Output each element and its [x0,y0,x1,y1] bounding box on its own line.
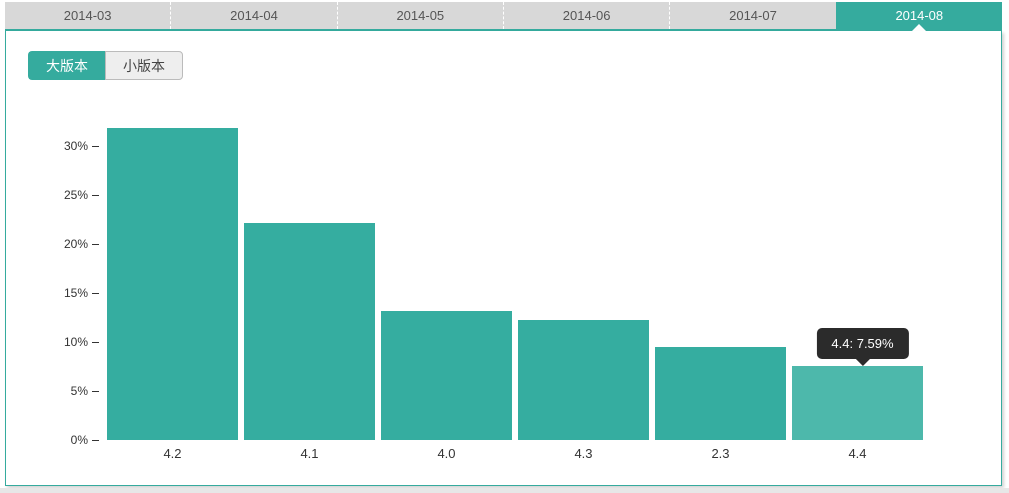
bar-group-2.3: 2.3 [655,346,786,461]
tooltip-arrow-icon [855,358,870,366]
y-axis-tick-label: 10% [63,335,88,349]
tick-mark [92,194,99,196]
tab-2014-08[interactable]: 2014-08 [835,2,1002,31]
bar-group-4.0: 4.0 [381,310,512,461]
bar-4.1[interactable] [244,223,375,440]
y-axis-tick-label: 25% [63,188,88,202]
bar-chart: 0% 5% 10% 15% 20% 25% 30% 4.2 4.1 4.0 4.3 2.3 4.4 4… [6,31,1001,485]
y-axis-tick: 20% [6,237,99,251]
y-axis-tick-label: 15% [63,286,88,300]
x-axis-label: 2.3 [711,446,730,461]
bar-group-4.1: 4.1 [244,223,375,461]
bar-4.0[interactable] [381,310,512,440]
y-axis-tick-label: 20% [63,237,88,251]
y-axis-tick: 10% [6,335,99,349]
tick-mark [92,243,99,245]
chart-widget: 2014-03 2014-04 2014-05 2014-06 2014-07 2014-… [5,2,1002,486]
y-axis-tick: 15% [6,286,99,300]
tab-2014-03[interactable]: 2014-03 [63,8,112,23]
bar-2.3[interactable] [655,346,786,440]
bar-4.2[interactable] [107,128,238,440]
toggle-button-minor-version[interactable]: 小版本 [105,51,183,80]
x-axis-label: 4.3 [574,446,593,461]
y-axis-tick-label: 30% [63,139,88,153]
tab-2014-05[interactable]: 2014-05 [336,2,503,29]
bar-group-4.2: 4.2 [107,128,238,461]
page-bottom-strip [0,488,1009,493]
toggle-button-major-version[interactable]: 大版本 [28,51,105,80]
version-toggle-group: 大版本 小版本 [28,51,183,80]
tooltip-text: 4.4: 7.59% [831,335,894,351]
hover-tooltip: 4.4: 7.59% [816,327,909,366]
tick-mark [92,439,99,441]
x-axis-label: 4.2 [163,446,182,461]
y-axis-tick-label: 0% [70,433,88,447]
y-axis-tick: 30% [6,139,99,153]
tick-mark [92,292,99,294]
x-axis-label: 4.4 [848,446,867,461]
bar-group-4.3: 4.3 [518,320,649,461]
y-axis-tick: 25% [6,188,99,202]
x-axis-label: 4.1 [300,446,319,461]
bar-4.3[interactable] [518,320,649,440]
tab-2014-04[interactable]: 2014-04 [170,2,336,29]
month-tab-bar: 2014-03 2014-04 2014-05 2014-06 2014-07 2014-… [5,2,1002,31]
tick-mark [92,145,99,147]
x-axis-label: 4.0 [437,446,456,461]
bar-group-4.4: 4.4 [792,365,923,461]
chart-panel: 大版本 小版本 0% 5% 10% 15% 20% 25% 30% 4.2 4.1 4.0 4.3 2… [5,31,1002,486]
tick-mark [92,341,99,343]
bars-row: 4.2 4.1 4.0 4.3 2.3 4.4 [107,128,923,461]
tab-2014-07[interactable]: 2014-07 [669,2,835,29]
bar-4.4[interactable] [792,365,923,440]
active-tab-notch-icon [912,24,927,31]
y-axis-tick: 5% [6,384,99,398]
y-axis-tick: 0% [6,433,99,447]
tick-mark [92,390,99,392]
tab-2014-06[interactable]: 2014-06 [502,2,669,29]
y-axis-tick-label: 5% [70,384,88,398]
